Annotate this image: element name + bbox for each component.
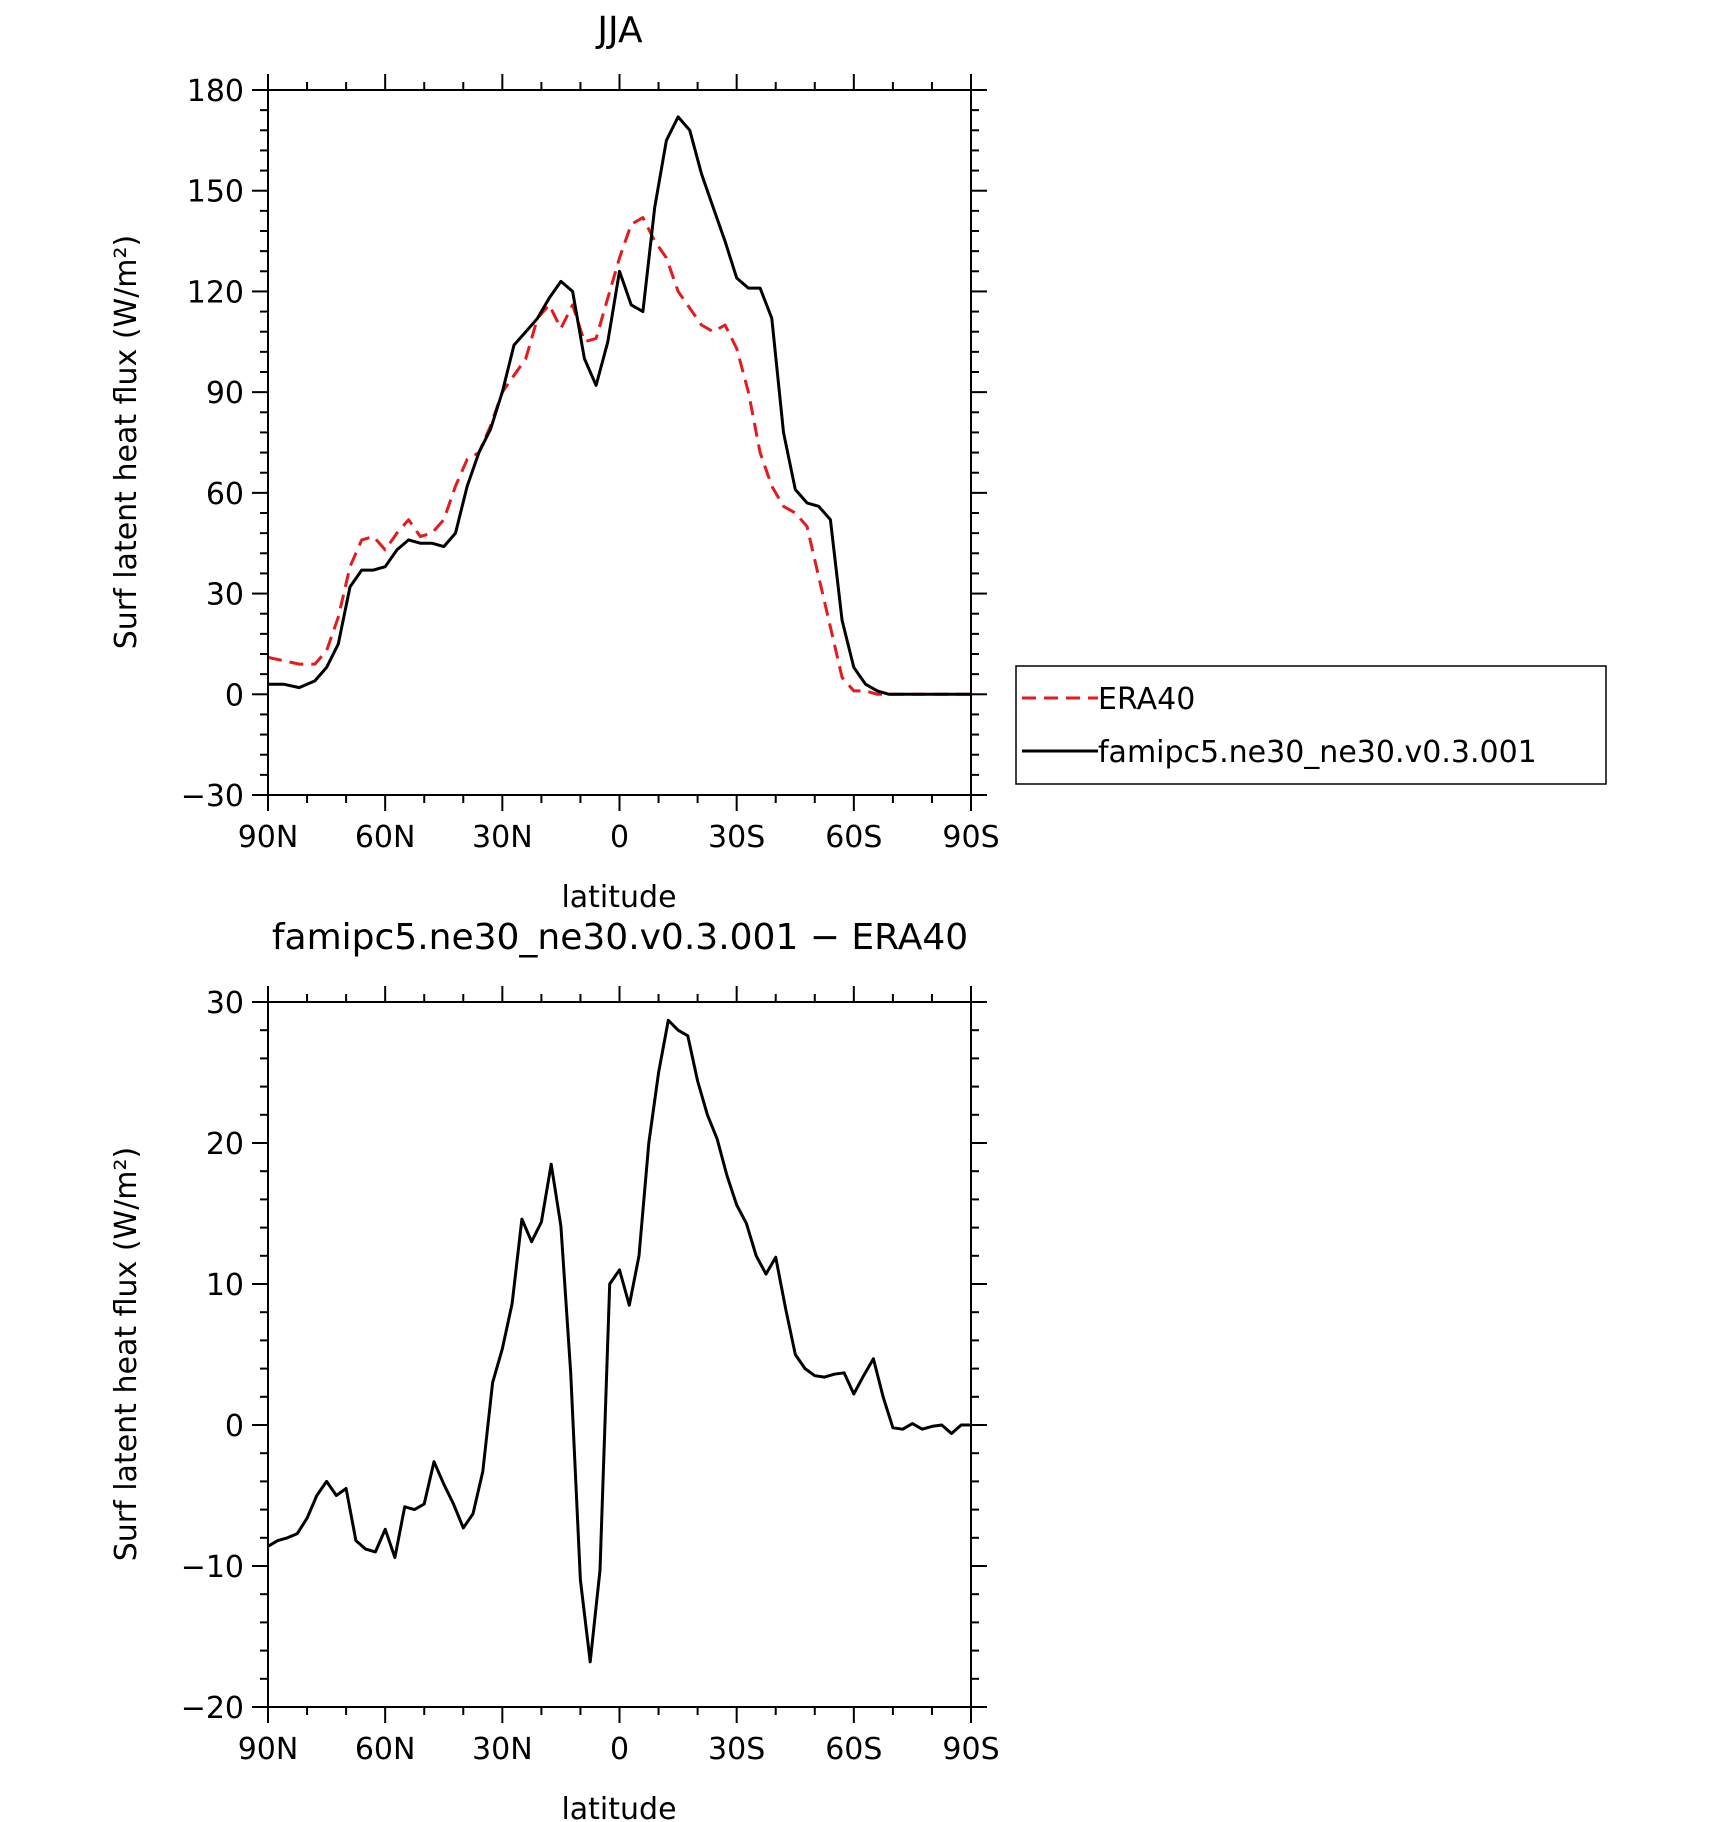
y-tick-label: −20 [181, 1691, 244, 1726]
x-tick-label: 0 [610, 1732, 629, 1767]
x-tick-label: 60N [355, 1732, 416, 1767]
x-tick-label: 60S [825, 1732, 882, 1767]
y-axis-label: Surf latent heat flux (W/m²) [109, 1147, 144, 1562]
y-tick-label: −30 [181, 779, 244, 814]
x-axis-label: latitude [561, 1792, 676, 1822]
plot-area [267, 115, 971, 696]
y-axis: −30 0 30 60 90 120 150 180 [181, 74, 987, 814]
x-tick-label: 90S [942, 1732, 999, 1767]
x-tick-label: 90S [942, 820, 999, 855]
y-axis: −20 −10 0 10 20 30 [181, 986, 987, 1726]
legend-label-famipc5: famipc5.ne30_ne30.v0.3.001 [1098, 735, 1537, 770]
x-tick-label: 60S [825, 820, 882, 855]
y-tick-label: 120 [187, 275, 244, 310]
chart-title: JJA [595, 10, 643, 51]
y-tick-label: 30 [206, 986, 244, 1021]
x-tick-label: 30N [472, 820, 533, 855]
series-line-difference [267, 1018, 971, 1664]
y-tick-label: 0 [225, 1409, 244, 1444]
y-tick-label: 60 [206, 477, 244, 512]
x-axis: 90N 60N 30N 0 30S 60S 90S [238, 986, 1000, 1767]
x-tick-label: 30N [472, 1732, 533, 1767]
y-axis-label: Surf latent heat flux (W/m²) [109, 235, 144, 650]
x-axis-label: latitude [561, 880, 676, 915]
series-line-famipc5-ne30-ne30-v0-3-001 [268, 115, 971, 696]
latent-heat-flux-chart: JJA −30 0 30 60 90 120 150 180 90N 60N 30N 0 30S 60S… [109, 10, 1000, 915]
plot-frame [267, 89, 972, 796]
x-tick-label: 0 [610, 820, 629, 855]
y-tick-label: 90 [206, 376, 244, 411]
legend-box [1015, 665, 1607, 785]
y-tick-label: 150 [187, 175, 244, 210]
series-line-era40 [267, 216, 971, 696]
difference-chart: famipc5.ne30_ne30.v0.3.001 − ERA40 −20 −1… [109, 917, 1000, 1822]
x-tick-label: 90N [238, 820, 299, 855]
y-tick-label: 20 [206, 1127, 244, 1162]
y-tick-label: 30 [206, 578, 244, 613]
y-tick-label: 0 [225, 678, 244, 713]
y-tick-label: 10 [206, 1268, 244, 1303]
y-tick-label: −10 [181, 1550, 244, 1585]
legend: ERA40 famipc5.ne30_ne30.v0.3.001 [1015, 665, 1607, 785]
x-tick-label: 30S [708, 820, 765, 855]
plot-frame [267, 1001, 972, 1708]
legend-label-era40: ERA40 [1098, 682, 1195, 717]
x-tick-label: 30S [708, 1732, 765, 1767]
y-tick-label: 180 [187, 74, 244, 109]
chart-title: famipc5.ne30_ne30.v0.3.001 − ERA40 [272, 917, 968, 958]
x-tick-label: 60N [355, 820, 416, 855]
plot-area [267, 1018, 971, 1664]
x-axis: 90N 60N 30N 0 30S 60S 90S [238, 74, 1000, 855]
x-tick-label: 90N [238, 1732, 299, 1767]
